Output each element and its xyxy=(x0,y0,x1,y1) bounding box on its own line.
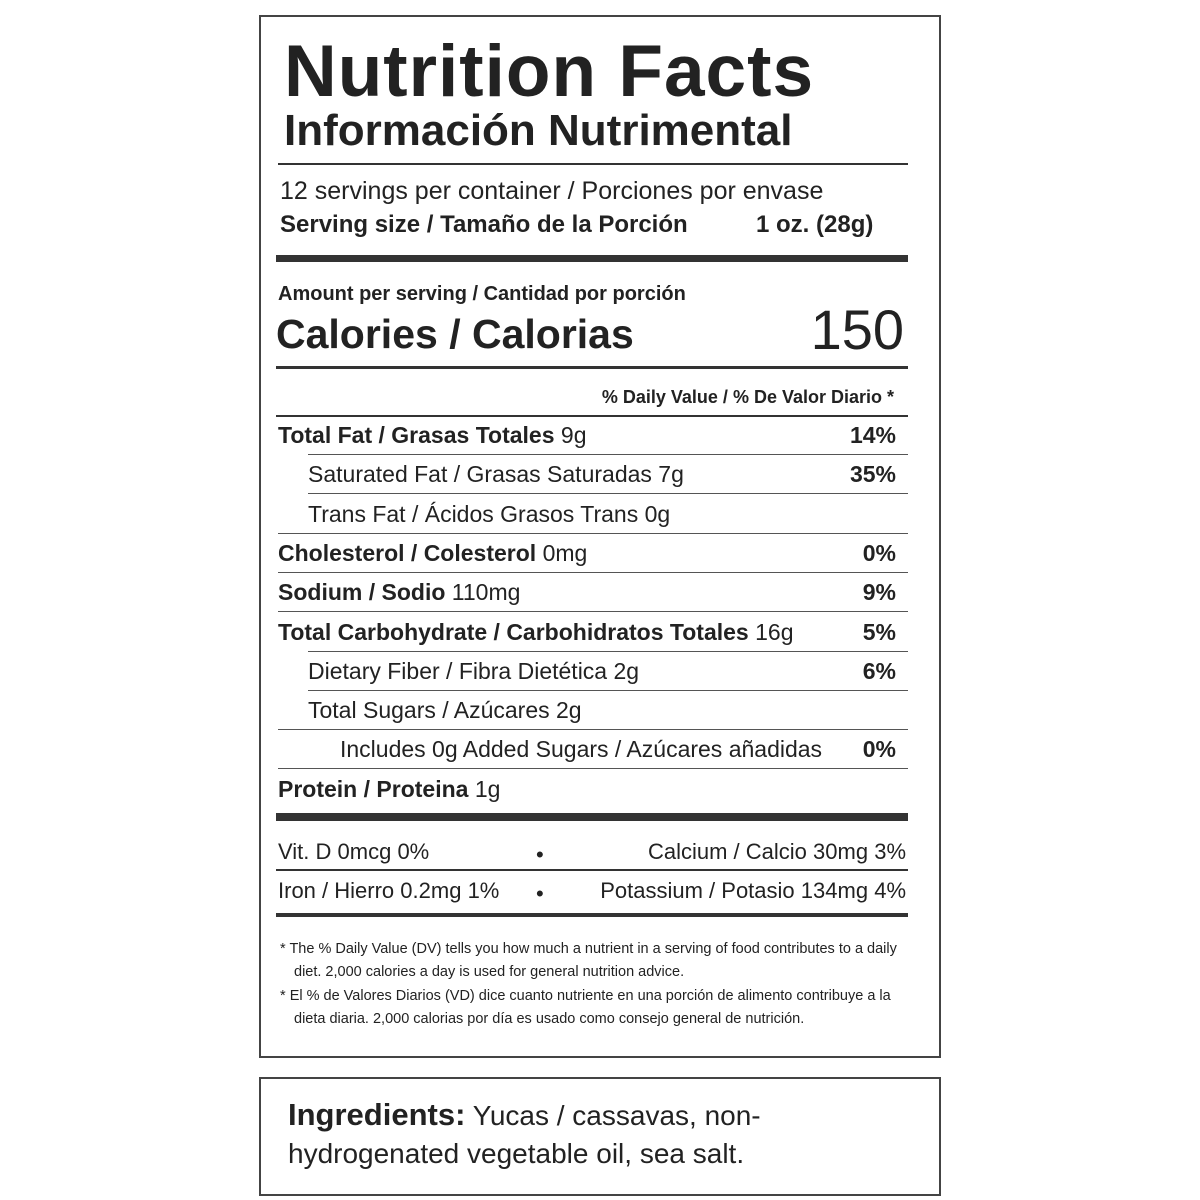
nutrient-row: Protein / Proteina 1g xyxy=(278,770,896,809)
nutrient-amount: 7g xyxy=(658,461,684,488)
rule xyxy=(276,366,908,369)
label-box xyxy=(259,15,941,1058)
footnote: * El % de Valores Diarios (VD) dice cuan… xyxy=(280,985,914,1031)
footnote: * The % Daily Value (DV) tells you how m… xyxy=(280,938,914,984)
ingredients: Ingredients: Yucas / cassavas, non-hydro… xyxy=(288,1096,888,1173)
footnote-text: El % de Valores Diarios (VD) dice cuanto… xyxy=(289,988,891,1027)
footnote-marker: * xyxy=(280,988,286,1004)
nutrient-amount: 1g xyxy=(474,775,501,802)
nutrient-name: Sodium / Sodio xyxy=(278,579,446,606)
dv-header: % Daily Value / % De Valor Diario * xyxy=(601,387,894,407)
vitamin-item: Iron / Hierro 0.2mg 1% xyxy=(278,876,499,906)
nutrient-dv: 9% xyxy=(862,579,896,606)
rule xyxy=(278,571,908,573)
vitamin-dv: 4% xyxy=(874,878,906,903)
nutrient-name: Includes 0g Added Sugars / Azúcares añad… xyxy=(340,736,823,763)
vitamin-dv: 3% xyxy=(874,839,906,864)
nutrient-name: Trans Fat / Ácidos Grasos Trans xyxy=(308,500,639,527)
nutrient-amount: 9g xyxy=(560,422,587,448)
thick-rule xyxy=(276,813,908,821)
nutrient-row: Cholesterol / Colesterol 0mg 0% xyxy=(278,534,896,573)
vitamin-amount: 0.2mg xyxy=(400,878,462,903)
nutrient-dv: 35% xyxy=(849,461,896,488)
nutrient-row: Includes 0g Added Sugars / Azúcares añad… xyxy=(340,730,896,769)
nutrient-row: Sodium / Sodio 110mg 9% xyxy=(278,573,896,612)
vitamin-item: Calcium / Calcio 30mg 3% xyxy=(648,837,906,867)
bullet: • xyxy=(536,881,544,906)
nutrient-name: Protein / Proteina xyxy=(278,775,469,802)
rule xyxy=(276,869,908,871)
nutrient-row: Total Fat / Grasas Totales 9g 14% xyxy=(278,416,896,455)
vitamin-amount: 0mcg xyxy=(337,839,392,864)
nutrient-name: Dietary Fiber / Fibra Dietética xyxy=(308,657,608,684)
footnote-marker: * xyxy=(280,941,286,957)
rule xyxy=(276,415,908,417)
rule xyxy=(276,913,908,917)
nutrient-row: Total Sugars / Azúcares 2g xyxy=(308,691,896,730)
nutrient-amount: 110mg xyxy=(451,579,521,606)
rule xyxy=(278,532,908,534)
vitamin-amount: 134mg xyxy=(800,878,869,903)
subtitle: Información Nutrimental xyxy=(284,106,793,155)
rule xyxy=(278,768,908,770)
nutrient-amount: 2g xyxy=(556,697,582,724)
ingredients-text: Yucas / cassavas, non-hydrogenated veget… xyxy=(288,1100,761,1169)
rule xyxy=(278,611,908,613)
nutrient-row: Trans Fat / Ácidos Grasos Trans 0g xyxy=(308,495,896,534)
title: Nutrition Facts xyxy=(284,31,815,112)
vitamin-name: Vit. D xyxy=(278,839,332,864)
nutrient-row: Dietary Fiber / Fibra Dietética 2g 6% xyxy=(308,652,896,691)
vitamin-item: Vit. D 0mcg 0% xyxy=(278,837,429,867)
rule xyxy=(308,493,908,495)
nutrient-amount: 0g xyxy=(644,500,671,527)
nutrient-row: Saturated Fat / Grasas Saturadas 7g 35% xyxy=(308,455,896,494)
nutrient-dv: 5% xyxy=(862,618,896,645)
amount-label: Amount per serving / Cantidad por porció… xyxy=(278,283,686,305)
vitamin-item: Potassium / Potasio 134mg 4% xyxy=(600,876,906,906)
vitamin-name: Potassium / Potasio xyxy=(600,878,795,903)
footnote-text: The % Daily Value (DV) tells you how muc… xyxy=(289,941,897,980)
nutrient-name: Total Carbohydrate / Carbohidratos Total… xyxy=(278,618,749,645)
nutrient-name: Cholesterol / Colesterol xyxy=(278,539,537,566)
vitamin-dv: 1% xyxy=(467,878,500,903)
calories-value: 150 xyxy=(810,298,904,361)
ingredients-box xyxy=(259,1077,941,1196)
serving-size-value: 1 oz. (28g) xyxy=(756,211,874,238)
vitamin-name: Iron / Hierro xyxy=(278,878,395,903)
nutrient-amount: 0mg xyxy=(542,539,588,566)
rule xyxy=(308,650,908,652)
serving-size-label: Serving size / Tamaño de la Porción xyxy=(280,211,688,238)
rule xyxy=(308,689,908,691)
nutrient-dv: 0% xyxy=(862,539,896,566)
nutrient-dv: 14% xyxy=(849,422,896,448)
rule xyxy=(278,729,908,731)
nutrient-name: Total Sugars / Azúcares xyxy=(308,697,550,724)
rule xyxy=(308,454,908,455)
bullet: • xyxy=(536,842,544,867)
ingredients-label: Ingredients: xyxy=(288,1097,466,1132)
nutrient-name: Total Fat / Grasas Totales xyxy=(278,422,555,448)
nutrient-dv: 6% xyxy=(862,657,896,684)
nutrient-name: Saturated Fat / Grasas Saturadas xyxy=(308,461,652,488)
calories-label: Calories / Calorias xyxy=(276,311,634,357)
nutrient-amount: 16g xyxy=(755,618,794,645)
rule xyxy=(278,163,908,165)
vitamin-amount: 30mg xyxy=(813,839,869,864)
nutrient-dv: 0% xyxy=(862,736,896,763)
thick-rule xyxy=(276,255,908,262)
vitamin-dv: 0% xyxy=(397,839,430,864)
nutrient-amount: 2g xyxy=(613,657,640,684)
servings-per-container: 12 servings per container / Porciones po… xyxy=(280,177,824,205)
vitamin-name: Calcium / Calcio xyxy=(647,839,807,864)
nutrient-row: Total Carbohydrate / Carbohidratos Total… xyxy=(278,613,896,652)
